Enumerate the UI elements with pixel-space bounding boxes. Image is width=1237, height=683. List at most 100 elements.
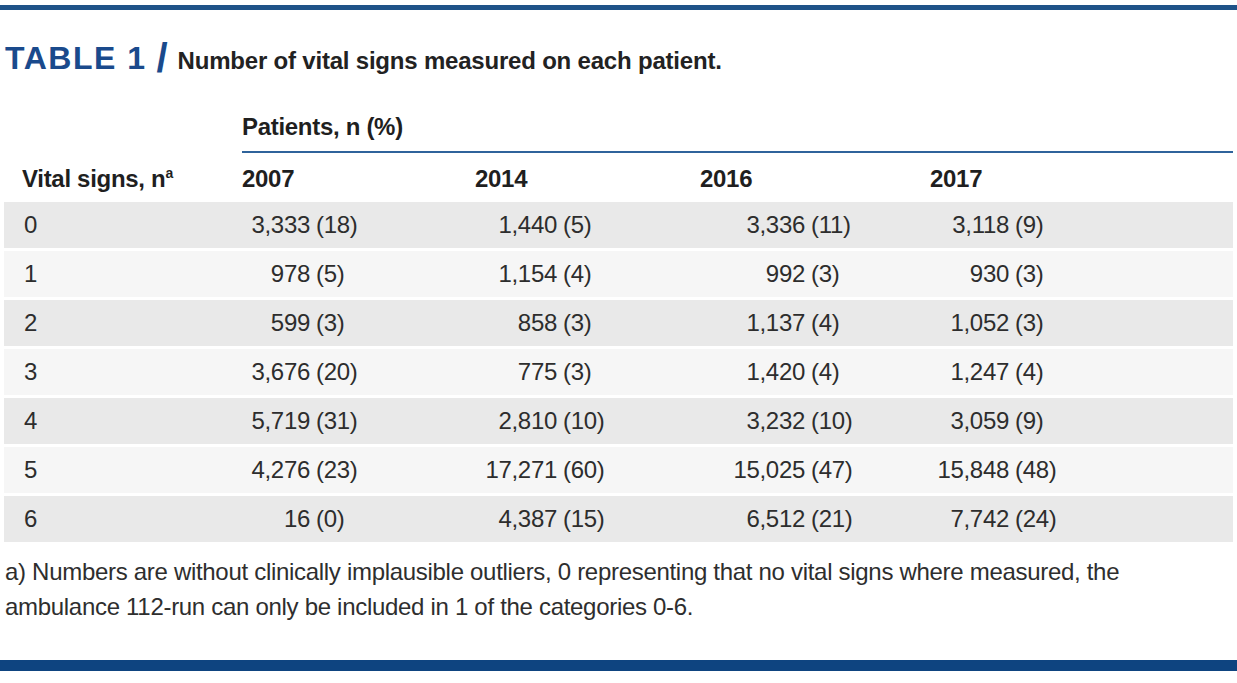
cell-percent: (3) <box>1015 260 1043 288</box>
cell-percent: (9) <box>1015 407 1043 435</box>
cell-2016: 1,137(4) <box>700 309 930 337</box>
row-label: 1 <box>4 260 242 288</box>
bottom-accent-bar <box>0 660 1237 671</box>
cell-2014: 4,387(15) <box>475 505 700 533</box>
table-footnote: a) Numbers are without clinically implau… <box>5 554 1195 624</box>
cell-value: 3,232 <box>700 407 805 435</box>
cell-percent: (20) <box>316 358 357 386</box>
cell-2017: 7,742(24) <box>930 505 1233 533</box>
cell-value: 1,052 <box>930 309 1009 337</box>
row-label: 2 <box>4 309 242 337</box>
table-row: 2 599(3) 858(3) 1,137(4) 1,052(3) <box>4 300 1233 346</box>
stub-header-label: Vital signs, n <box>22 165 165 192</box>
cell-percent: (4) <box>563 260 591 288</box>
spanner-row: Patients, n (%) <box>4 113 1233 153</box>
cell-percent: (23) <box>316 456 357 484</box>
cell-value: 3,336 <box>700 211 805 239</box>
stub-header-superscript: a <box>165 165 173 181</box>
cell-percent: (3) <box>563 358 591 386</box>
cell-value: 978 <box>242 260 310 288</box>
table-row: 6 16(0) 4,387(15) 6,512(21) 7,742(24) <box>4 496 1233 542</box>
cell-percent: (5) <box>563 211 591 239</box>
cell-2007: 599(3) <box>242 309 475 337</box>
cell-value: 775 <box>475 358 557 386</box>
cell-2017: 1,247(4) <box>930 358 1233 386</box>
cell-value: 4,387 <box>475 505 557 533</box>
year-header-2017: 2017 <box>930 165 1233 193</box>
row-label: 4 <box>4 407 242 435</box>
cell-value: 3,333 <box>242 211 310 239</box>
row-label: 3 <box>4 358 242 386</box>
cell-value: 930 <box>930 260 1009 288</box>
cell-2017: 15,848(48) <box>930 456 1233 484</box>
cell-2016: 15,025(47) <box>700 456 930 484</box>
cell-value: 1,440 <box>475 211 557 239</box>
cell-percent: (4) <box>1015 358 1043 386</box>
top-accent-bar <box>0 5 1237 10</box>
cell-percent: (24) <box>1015 505 1056 533</box>
cell-percent: (21) <box>811 505 852 533</box>
cell-value: 599 <box>242 309 310 337</box>
cell-2014: 1,440(5) <box>475 211 700 239</box>
cell-2007: 16(0) <box>242 505 475 533</box>
cell-2014: 775(3) <box>475 358 700 386</box>
cell-value: 3,118 <box>930 211 1009 239</box>
cell-value: 1,154 <box>475 260 557 288</box>
cell-percent: (4) <box>811 358 839 386</box>
table-row: 4 5,719(31) 2,810(10) 3,232(10) 3,059(9) <box>4 398 1233 444</box>
cell-percent: (3) <box>316 309 344 337</box>
cell-value: 3,059 <box>930 407 1009 435</box>
cell-2007: 3,676(20) <box>242 358 475 386</box>
cell-2016: 6,512(21) <box>700 505 930 533</box>
cell-2017: 930(3) <box>930 260 1233 288</box>
table-row: 1 978(5) 1,154(4) 992(3) 930(3) <box>4 251 1233 297</box>
cell-percent: (0) <box>316 505 344 533</box>
cell-value: 17,271 <box>475 456 557 484</box>
row-label: 0 <box>4 211 242 239</box>
cell-value: 1,247 <box>930 358 1009 386</box>
data-table: Patients, n (%) Vital signs, na 2007 201… <box>4 113 1233 542</box>
row-label: 5 <box>4 456 242 484</box>
table-row: 0 3,333(18) 1,440(5) 3,336(11) 3,118(9) <box>4 202 1233 248</box>
cell-value: 858 <box>475 309 557 337</box>
cell-2007: 5,719(31) <box>242 407 475 435</box>
stub-header: Vital signs, na <box>4 165 242 193</box>
cell-value: 15,848 <box>930 456 1009 484</box>
cell-value: 3,676 <box>242 358 310 386</box>
cell-value: 4,276 <box>242 456 310 484</box>
year-header-2007: 2007 <box>242 165 475 193</box>
year-header-2014: 2014 <box>475 165 700 193</box>
cell-value: 6,512 <box>700 505 805 533</box>
cell-percent: (4) <box>811 309 839 337</box>
cell-percent: (10) <box>563 407 604 435</box>
cell-2016: 992(3) <box>700 260 930 288</box>
table-row: 3 3,676(20) 775(3) 1,420(4) 1,247(4) <box>4 349 1233 395</box>
cell-2014: 858(3) <box>475 309 700 337</box>
page: TABLE 1 / Number of vital signs measured… <box>0 5 1237 683</box>
cell-value: 1,137 <box>700 309 805 337</box>
column-group-header: Patients, n (%) <box>242 113 403 140</box>
cell-2017: 3,118(9) <box>930 211 1233 239</box>
cell-2017: 3,059(9) <box>930 407 1233 435</box>
cell-value: 7,742 <box>930 505 1009 533</box>
cell-percent: (9) <box>1015 211 1043 239</box>
cell-2007: 3,333(18) <box>242 211 475 239</box>
cell-2014: 17,271(60) <box>475 456 700 484</box>
cell-2016: 3,336(11) <box>700 211 930 239</box>
spanner-cell: Patients, n (%) <box>242 113 1233 153</box>
cell-value: 16 <box>242 505 310 533</box>
cell-value: 15,025 <box>700 456 805 484</box>
cell-percent: (3) <box>811 260 839 288</box>
cell-2007: 4,276(23) <box>242 456 475 484</box>
cell-2007: 978(5) <box>242 260 475 288</box>
cell-value: 2,810 <box>475 407 557 435</box>
table-title: TABLE 1 / Number of vital signs measured… <box>5 40 1233 77</box>
cell-2016: 3,232(10) <box>700 407 930 435</box>
cell-percent: (31) <box>316 407 357 435</box>
table-caption: Number of vital signs measured on each p… <box>178 47 722 75</box>
cell-2017: 1,052(3) <box>930 309 1233 337</box>
cell-2016: 1,420(4) <box>700 358 930 386</box>
cell-value: 5,719 <box>242 407 310 435</box>
cell-2014: 1,154(4) <box>475 260 700 288</box>
row-label: 6 <box>4 505 242 533</box>
